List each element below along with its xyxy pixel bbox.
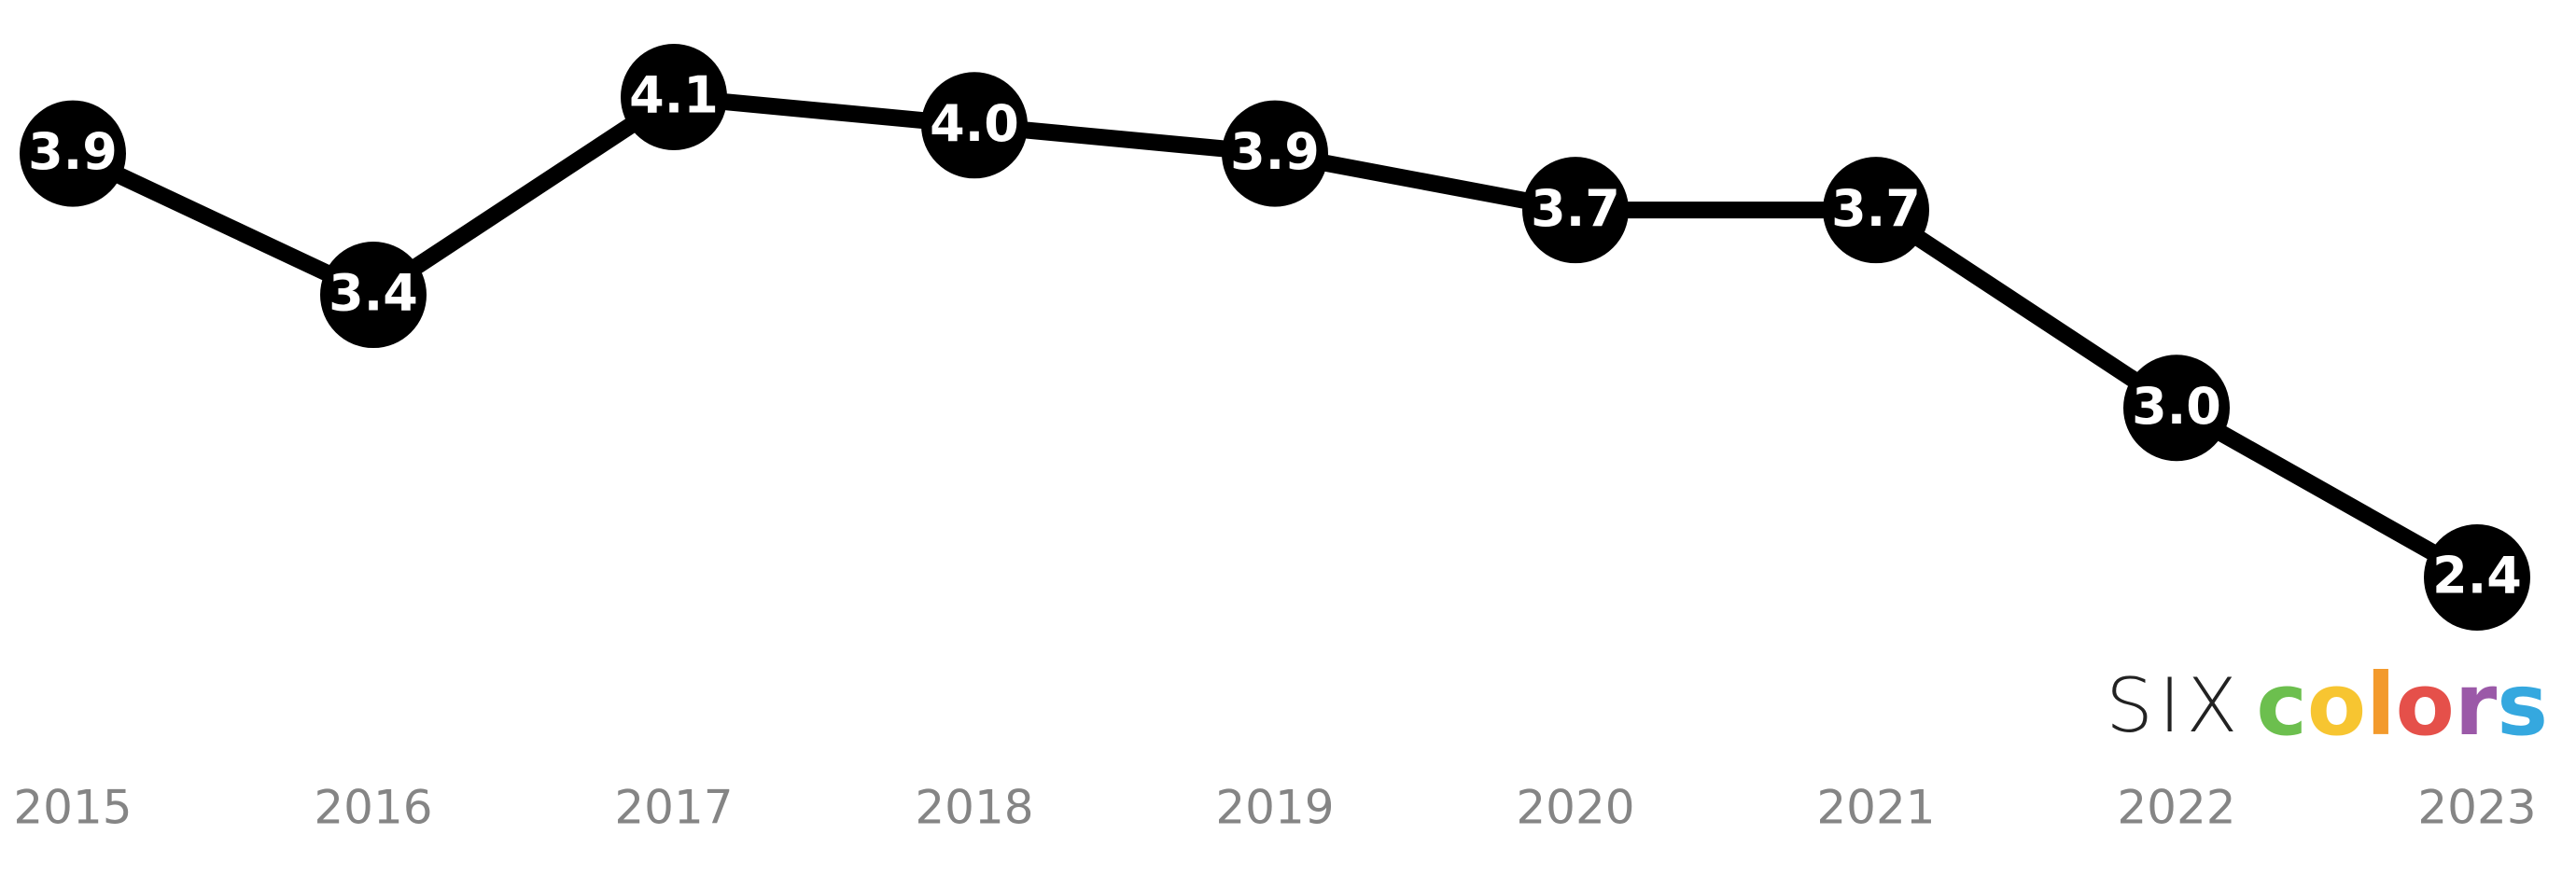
data-label: 2.4 bbox=[2432, 547, 2522, 605]
logo-letter: o bbox=[2396, 655, 2455, 755]
logo-prefix: SIX bbox=[2106, 662, 2243, 749]
data-label: 3.0 bbox=[2132, 377, 2221, 436]
data-label: 4.1 bbox=[629, 66, 719, 125]
x-tick-label: 2021 bbox=[1816, 781, 1935, 835]
logo-letter: r bbox=[2455, 655, 2498, 755]
x-tick-label: 2016 bbox=[314, 781, 432, 835]
point bbox=[1522, 157, 1629, 264]
data-label: 3.9 bbox=[28, 122, 118, 181]
point bbox=[921, 72, 1028, 179]
logo: SIX colors bbox=[2106, 655, 2548, 755]
logo-letter: c bbox=[2256, 655, 2307, 755]
point bbox=[20, 100, 126, 207]
logo-letter: o bbox=[2307, 655, 2366, 755]
x-tick-label: 2019 bbox=[1215, 781, 1334, 835]
point bbox=[1222, 100, 1328, 207]
x-tick-label: 2023 bbox=[2417, 781, 2536, 835]
point bbox=[621, 44, 727, 150]
data-label: 3.4 bbox=[329, 264, 418, 323]
logo-letter: l bbox=[2366, 655, 2396, 755]
data-label: 3.9 bbox=[1230, 122, 1320, 181]
data-label: 4.0 bbox=[930, 94, 1019, 153]
x-tick-label: 2017 bbox=[614, 781, 733, 835]
x-tick-label: 2022 bbox=[2117, 781, 2235, 835]
logo-letter: s bbox=[2497, 655, 2548, 755]
point bbox=[2123, 355, 2230, 462]
point bbox=[1823, 157, 1929, 264]
data-label: 3.7 bbox=[1831, 179, 1921, 238]
x-tick-label: 2018 bbox=[915, 781, 1033, 835]
x-tick-label: 2020 bbox=[1516, 781, 1634, 835]
data-label: 3.7 bbox=[1531, 179, 1620, 238]
point bbox=[2424, 524, 2530, 631]
point bbox=[320, 242, 427, 349]
x-tick-label: 2015 bbox=[13, 781, 132, 835]
